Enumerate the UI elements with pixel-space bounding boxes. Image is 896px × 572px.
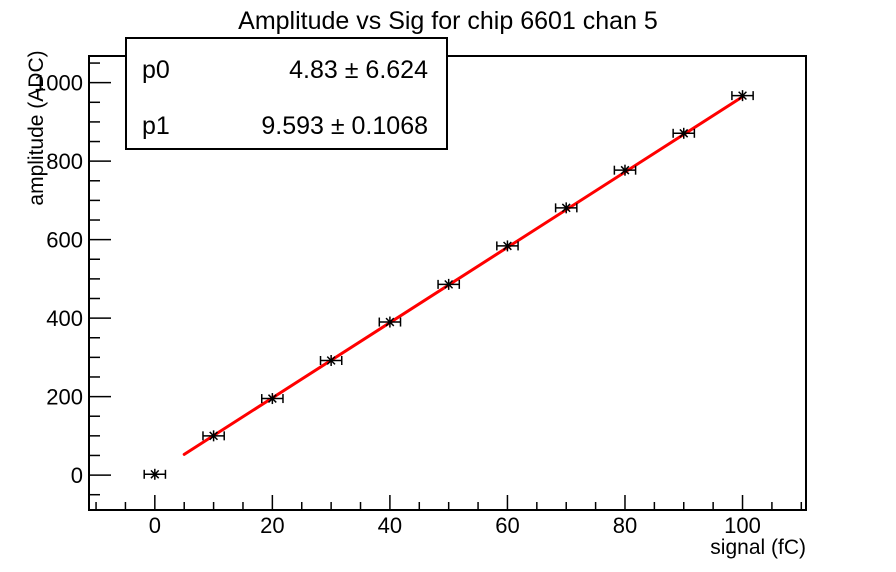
data-point-marker [731, 90, 754, 102]
x-axis-title: signal (fC) [710, 536, 806, 559]
asterisk-ray [444, 279, 454, 289]
y-tick-labels: 0 200 400 600 800 1000 [34, 71, 83, 488]
fit-param-p1-value: 9.593 ± 0.1068 [261, 112, 428, 140]
asterisk-ray [267, 394, 277, 403]
asterisk-ray [503, 241, 512, 251]
data-point-marker [554, 202, 578, 214]
x-tick-label: 100 [724, 513, 761, 538]
data-points [143, 90, 754, 480]
fit-param-p0-name: p0 [142, 56, 170, 84]
asterisk-ray [620, 165, 630, 175]
asterisk-ray [385, 317, 395, 327]
x-tick-label: 0 [149, 513, 161, 538]
fit-line [182, 95, 745, 456]
y-tick-label: 1000 [34, 71, 83, 96]
stats-row-p1: p1 9.593 ± 0.1068 [142, 113, 428, 139]
y-tick-label: 400 [46, 306, 83, 331]
x-tick-label: 40 [378, 513, 402, 538]
data-point-marker [143, 468, 167, 480]
chart-title: Amplitude vs Sig for chip 6601 chan 5 [238, 7, 658, 35]
y-tick-label: 600 [46, 228, 83, 253]
x-tick-label: 60 [495, 513, 519, 538]
asterisk-ray [561, 203, 571, 213]
asterisk-ray [150, 469, 160, 479]
x-tick-label: 20 [260, 513, 284, 538]
data-point-marker [613, 164, 637, 176]
fit-param-p0-value: 4.83 ± 6.624 [289, 56, 428, 84]
asterisk-ray [738, 91, 747, 101]
fit-param-p1-name: p1 [142, 112, 170, 140]
data-point-marker [260, 393, 284, 405]
asterisk-ray [209, 431, 219, 441]
data-point-marker [202, 430, 225, 442]
data-point-marker [437, 278, 461, 290]
y-axis-ticks [89, 62, 111, 496]
y-tick-label: 0 [71, 463, 83, 488]
stats-box[interactable]: p0 4.83 ± 6.624 p1 9.593 ± 0.1068 [125, 37, 448, 150]
data-point-marker [378, 316, 402, 328]
asterisk-ray [326, 356, 336, 365]
asterisk-ray [679, 128, 689, 138]
y-tick-label: 800 [46, 149, 83, 174]
data-point-marker [672, 127, 696, 139]
data-point-marker [319, 354, 343, 366]
x-axis-ticks [95, 495, 803, 510]
x-tick-label: 80 [613, 513, 637, 538]
y-tick-label: 200 [46, 385, 83, 410]
x-tick-labels: 0 20 40 60 80 100 [149, 513, 761, 538]
data-point-marker [496, 240, 519, 252]
stats-row-p0: p0 4.83 ± 6.624 [142, 57, 428, 83]
